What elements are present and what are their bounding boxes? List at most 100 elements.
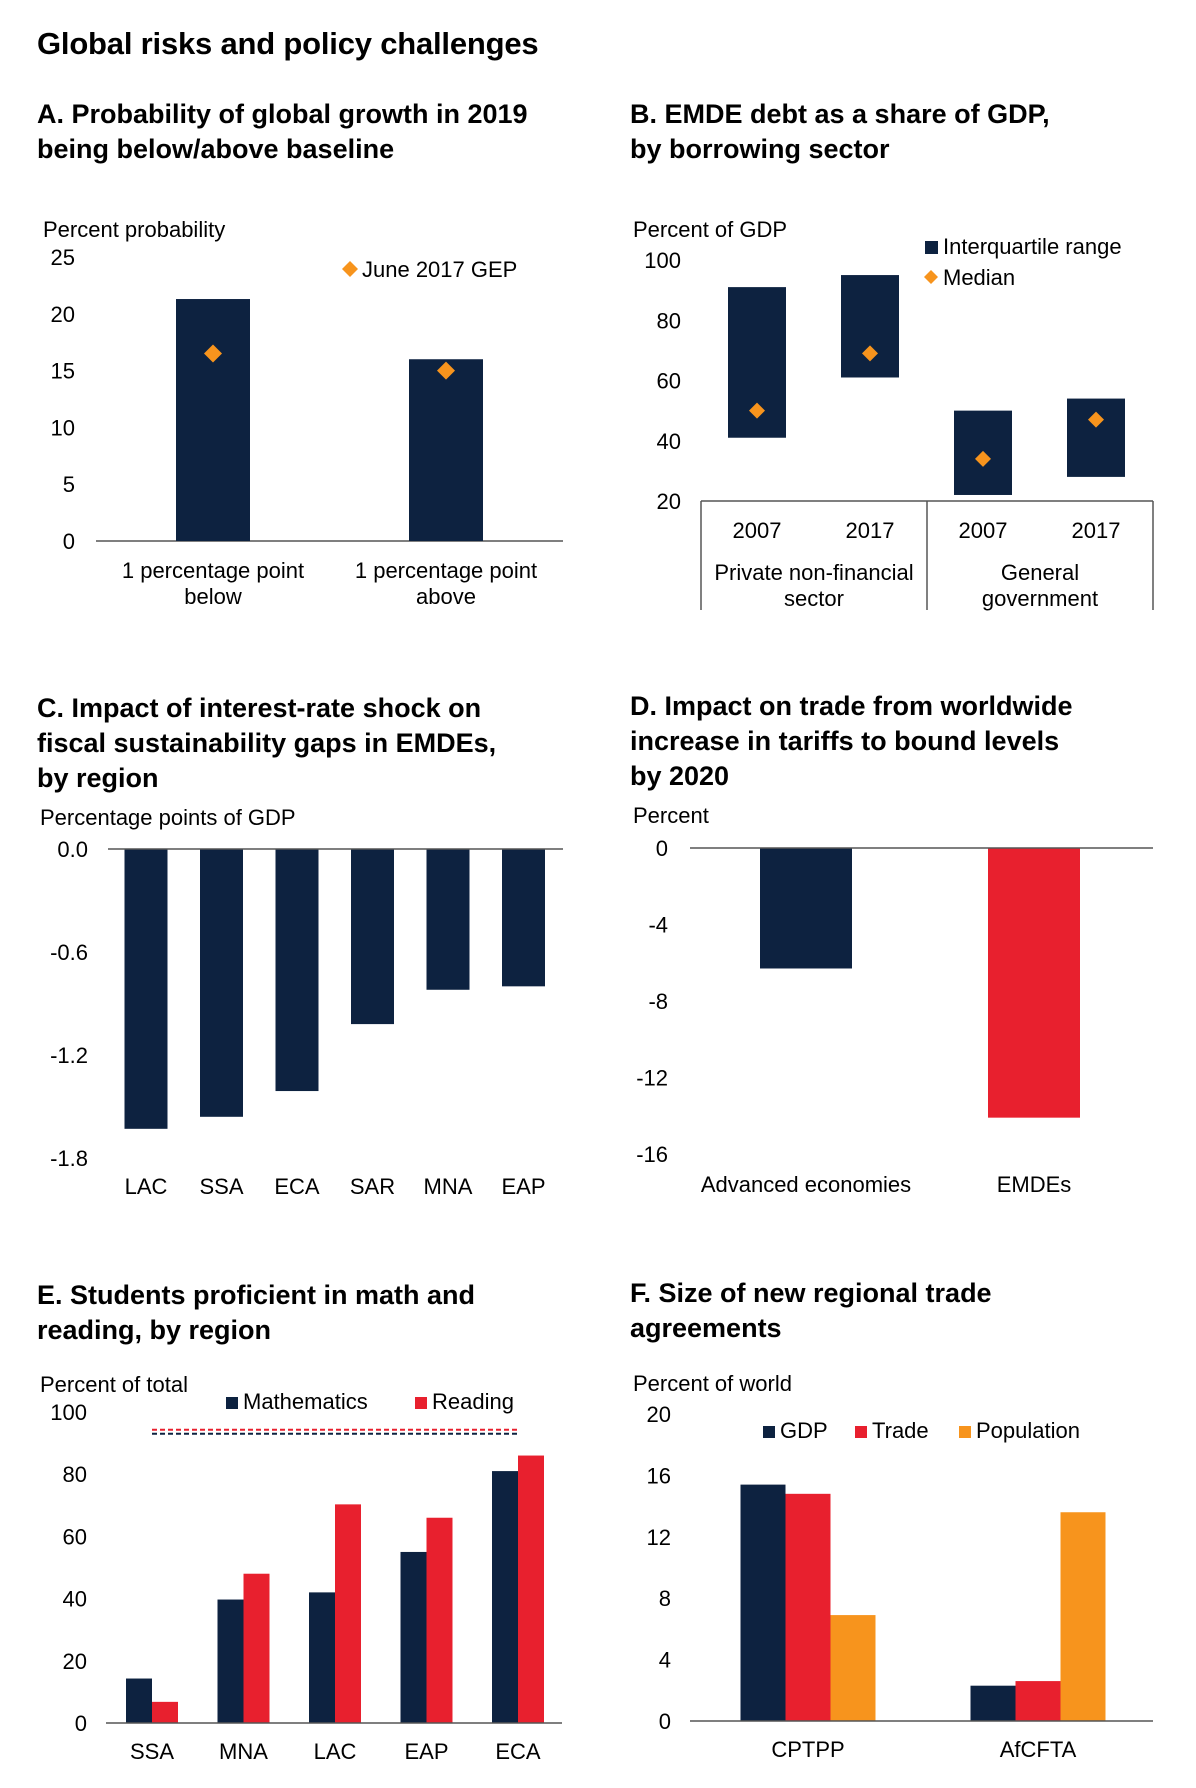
panel-c-bar [275, 849, 319, 1092]
panel-a-y-tick-label: 20 [51, 302, 75, 327]
panel-f-title-line-1: F. Size of new regional trade [630, 1278, 992, 1308]
panel-b-y-axis-label: Percent of GDP [633, 217, 787, 242]
panel-e-legend-swatch-math [226, 1397, 238, 1409]
panel-a-title-line-1: A. Probability of global growth in 2019 [37, 99, 528, 129]
page-title: Global risks and policy challenges [37, 26, 539, 61]
panel-b-median-marker [1088, 411, 1104, 428]
panel-f-y-tick-label: 16 [647, 1463, 671, 1488]
panel-b-x-tick-label: 2007 [959, 518, 1008, 543]
panel-e-x-tick-label: EAP [404, 1739, 448, 1764]
panel-a-title-line-2: being below/above baseline [37, 134, 395, 164]
panel-b-y-tick-label: 20 [657, 489, 681, 514]
panel-e-y-tick-label: 80 [63, 1462, 87, 1487]
panel-b-group-label: General [1001, 560, 1079, 585]
panel-a-x-tick-label: 1 percentage point [122, 558, 304, 583]
panel-c-title: C. Impact of interest-rate shock on fisc… [37, 691, 496, 796]
panel-b-median-marker [975, 450, 991, 467]
panel-f-y-tick-label: 8 [659, 1586, 671, 1611]
panel-e-y-tick-label: 40 [63, 1587, 87, 1612]
panel-d-title-line-3: by 2020 [630, 761, 730, 791]
panel-e-math-bar [309, 1592, 335, 1723]
panel-f-legend-swatch-population [959, 1426, 971, 1438]
panel-a-x-tick-label: below [184, 584, 242, 609]
panel-b-x-tick-label: 2017 [846, 518, 895, 543]
panel-c-bar [426, 849, 470, 990]
panel-e-x-tick-label: ECA [495, 1739, 541, 1764]
panel-e-title-line-2: reading, by region [37, 1315, 272, 1345]
panel-c-y-tick-label: -1.8 [50, 1146, 88, 1171]
panel-f-gdp-bar [970, 1685, 1016, 1721]
panel-e-y-tick-label: 60 [63, 1524, 87, 1549]
panel-a-x-tick-label: 1 percentage point [355, 558, 537, 583]
panel-e-y-tick-label: 0 [75, 1711, 87, 1736]
panel-b-legend-swatch-iqr [925, 241, 938, 254]
panel-e-x-tick-label: LAC [314, 1739, 357, 1764]
panel-a-y-tick-label: 15 [51, 359, 75, 384]
panel-b-y-tick-label: 100 [644, 248, 681, 273]
panel-b-title: B. EMDE debt as a share of GDP, by borro… [630, 97, 1050, 167]
panel-e-x-tick-label: MNA [219, 1739, 268, 1764]
panel-b-title-line-1: B. EMDE debt as a share of GDP, [630, 99, 1050, 129]
panel-e-title: E. Students proficient in math and readi… [37, 1278, 475, 1348]
panel-f-population-bar [830, 1615, 876, 1721]
panel-b-legend-swatch-median [924, 270, 938, 284]
panel-e-legend-swatch-reading [415, 1397, 427, 1409]
panel-b-x-tick-label: 2007 [733, 518, 782, 543]
panel-a-y-tick-label: 25 [51, 245, 75, 270]
panel-c-bar [200, 849, 243, 1117]
panel-a-gep-marker [437, 361, 455, 380]
panel-d-y-tick-label: 0 [656, 836, 668, 861]
panel-d-y-tick-label: -8 [648, 989, 668, 1014]
panel-c-x-tick-label: LAC [125, 1174, 168, 1199]
panel-e-math-bar [400, 1551, 427, 1723]
panel-d-x-tick-label: EMDEs [997, 1172, 1072, 1197]
panel-e-math-bar [126, 1678, 152, 1723]
panel-d-y-axis-label: Percent [633, 803, 709, 828]
panel-b-group-label: sector [784, 586, 844, 611]
panel-f-y-tick-label: 0 [659, 1709, 671, 1734]
panel-e-reading-bar [335, 1504, 361, 1723]
panel-c-bar [124, 849, 168, 1129]
panel-e-reading-bar [243, 1573, 270, 1723]
panel-b-x-tick-label: 2017 [1072, 518, 1121, 543]
panel-b-legend-label: Interquartile range [943, 234, 1122, 259]
panel-b-y-tick-label: 40 [657, 429, 681, 454]
panel-b-group-label: Private non-financial [714, 560, 913, 585]
panel-f-population-bar [1060, 1512, 1106, 1721]
panel-b-y-tick-label: 60 [657, 369, 681, 394]
panel-c-y-tick-label: -1.2 [50, 1043, 88, 1068]
panel-c-bar [502, 849, 545, 987]
panel-f-y-axis-label: Percent of world [633, 1371, 792, 1396]
panel-e-reading-bar [426, 1517, 453, 1723]
panel-f-y-tick-label: 20 [647, 1402, 671, 1427]
panel-e-y-axis-label: Percent of total [40, 1372, 188, 1397]
panel-e-legend-label: Reading [432, 1389, 514, 1414]
panel-d-bar [760, 848, 852, 969]
panel-b-y-tick-label: 80 [657, 308, 681, 333]
panel-c-title-line-2: fiscal sustainability gaps in EMDEs, [37, 728, 497, 758]
panel-f-legend-label: Trade [872, 1418, 929, 1443]
panel-c-bar [351, 849, 394, 1025]
panel-a-x-tick-label: above [416, 584, 476, 609]
panel-f-legend-label: Population [976, 1418, 1080, 1443]
panel-c-y-tick-label: 0.0 [57, 837, 88, 862]
panel-e-math-bar [492, 1471, 518, 1723]
panel-a-title: A. Probability of global growth in 2019 … [37, 97, 528, 167]
panel-e-legend-label: Mathematics [243, 1389, 368, 1414]
panel-f-y-tick-label: 12 [647, 1525, 671, 1550]
panel-c-title-line-3: by region [37, 763, 159, 793]
panel-d-x-tick-label: Advanced economies [701, 1172, 911, 1197]
panel-f-y-tick-label: 4 [659, 1648, 671, 1673]
panel-e-y-tick-label: 20 [63, 1649, 87, 1674]
panel-a-legend-label: June 2017 GEP [362, 257, 517, 282]
panel-a-y-tick-label: 5 [63, 472, 75, 497]
panel-f-trade-bar [1015, 1681, 1061, 1721]
panel-f-title: F. Size of new regional trade agreements [630, 1276, 992, 1346]
panel-f-title-line-2: agreements [630, 1313, 782, 1343]
panel-b-iqr-bar [1067, 398, 1125, 477]
panel-f-legend-label: GDP [780, 1418, 828, 1443]
panel-f-gdp-bar [740, 1484, 786, 1721]
panel-d-y-tick-label: -4 [648, 913, 668, 938]
panel-f-x-tick-label: AfCFTA [1000, 1737, 1077, 1762]
